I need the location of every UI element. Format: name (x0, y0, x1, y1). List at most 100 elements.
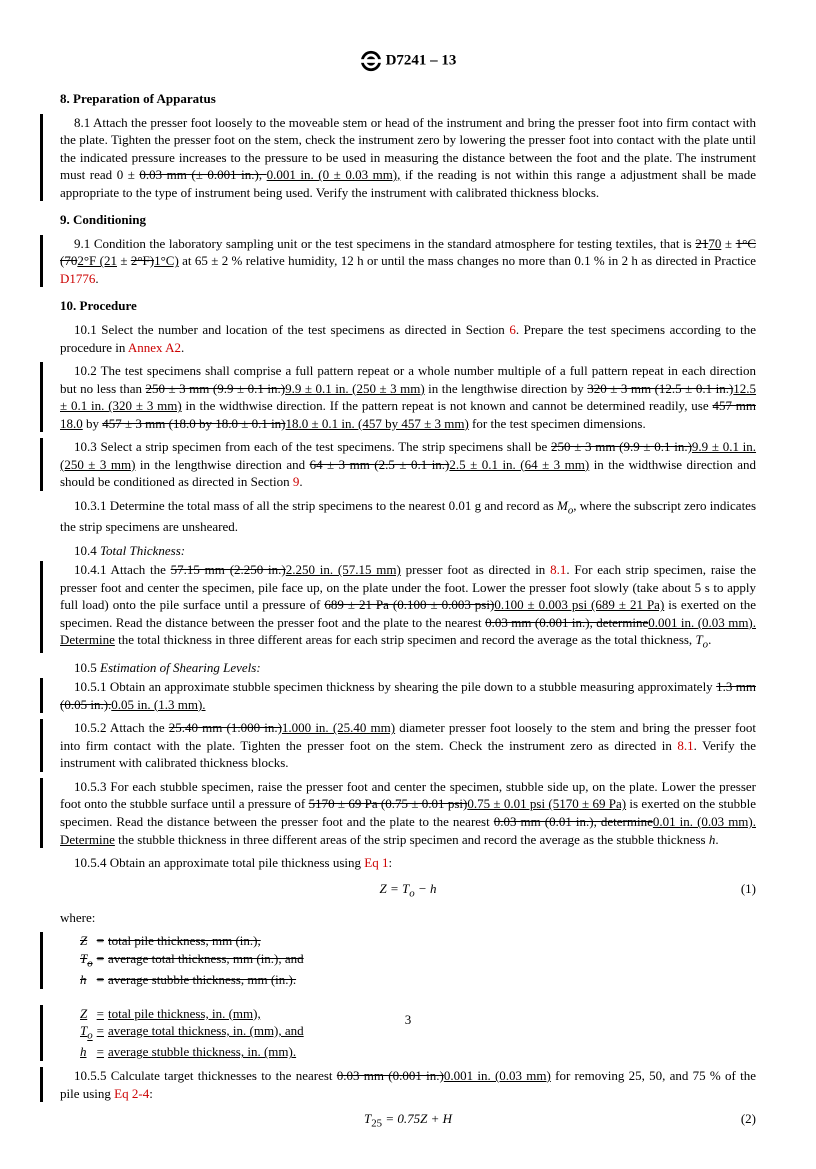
inserted-text: 2°F (21 (77, 253, 117, 268)
reference-link[interactable]: 8.1 (550, 562, 566, 577)
inserted-text: 0.001 in. (0.03 mm) (444, 1068, 551, 1083)
var: h (80, 972, 87, 987)
text: in the lengthwise direction by (425, 381, 588, 396)
text: ± (721, 236, 735, 251)
struck-text: 0.03 mm (0.001 in.), determine (485, 615, 648, 630)
header: D7241 – 13 (60, 50, 756, 72)
reference-link[interactable]: Annex A2 (128, 340, 181, 355)
subscript: 25 (371, 1118, 382, 1130)
eq: = (97, 950, 108, 971)
spacer (60, 993, 756, 1001)
def: average stubble thickness, in. (mm). (108, 1043, 308, 1061)
eq-number: (2) (741, 1110, 756, 1128)
text: in the widthwise direction. If the patte… (182, 398, 713, 413)
eq-text: = 0.75Z + H (382, 1111, 452, 1126)
reference-link[interactable]: Eq 1 (364, 855, 388, 870)
para-10-1: 10.1 Select the number and location of t… (60, 321, 756, 356)
text: at 65 ± 2 % relative humidity, 12 h or u… (179, 253, 756, 268)
where-struck-block: Z=total pile thickness, mm (in.), To=ave… (40, 932, 756, 988)
reference-link[interactable]: D1776 (60, 271, 95, 286)
sub: o (87, 1030, 92, 1042)
text: 10.5.2 Attach the (74, 720, 169, 735)
sub: o (87, 958, 92, 970)
text: : (149, 1086, 153, 1101)
struck-text: 457 mm (712, 398, 756, 413)
text: by (83, 416, 103, 431)
struck-text: 250 ± 3 mm (9.9 ± 0.1 in.) (551, 439, 692, 454)
text: 10.5.1 Obtain an approximate stubble spe… (74, 679, 716, 694)
para-10-4-title: 10.4 Total Thickness: (60, 542, 756, 560)
inserted-text: 9.9 ± 0.1 in. (250 ± 3 mm) (285, 381, 425, 396)
equation-1: Z = To − h (1) (60, 880, 756, 901)
struck-text: 21 (695, 236, 708, 251)
struck-text: 689 ± 21 Pa (0.100 ± 0.003 psi) (324, 597, 494, 612)
variable: M (557, 498, 568, 513)
inserted-text: 1.000 in. (25.40 mm) (282, 720, 395, 735)
text: . (299, 474, 302, 489)
inserted-text: 0.05 in. (1.3 mm). (111, 697, 205, 712)
text: . (181, 340, 184, 355)
inserted-text: 1°C) (154, 253, 179, 268)
struck-text: 320 ± 3 mm (12.5 ± 0.1 in.) (587, 381, 733, 396)
reference-link[interactable]: Eq 2-4 (114, 1086, 149, 1101)
inserted-text: 2.250 in. (57.15 mm) (286, 562, 401, 577)
where-table-struck: Z=total pile thickness, mm (in.), To=ave… (80, 932, 308, 988)
def: average total thickness, mm (in.), and (108, 950, 308, 971)
text: ± (117, 253, 131, 268)
text: for the test specimen dimensions. (469, 416, 646, 431)
inserted-text: 18.0 (60, 416, 83, 431)
inserted-text: 0.001 in. (0 ± 0.03 mm), (267, 167, 401, 182)
def: average stubble thickness, mm (in.). (108, 971, 308, 989)
para-10-5-4: 10.5.4 Obtain an approximate total pile … (60, 854, 756, 872)
text: 9.1 Condition the laboratory sampling un… (74, 236, 695, 251)
struck-text: 457 ± 3 mm (18.0 by 18.0 ± 0.1 in) (102, 416, 285, 431)
astm-logo (360, 50, 382, 72)
def: total pile thickness, mm (in.), (108, 932, 308, 950)
where-row: h=average stubble thickness, mm (in.). (80, 971, 308, 989)
reference-link[interactable]: 8.1 (677, 738, 693, 753)
text: . (708, 632, 711, 647)
text: 10.3.1 Determine the total mass of all t… (74, 498, 557, 513)
eq: = (97, 1043, 108, 1061)
section-8-title: 8. Preparation of Apparatus (60, 90, 756, 108)
where-row: h =average stubble thickness, in. (mm). (80, 1043, 308, 1061)
section-9-title: 9. Conditioning (60, 211, 756, 229)
inserted-text: 70 (708, 236, 721, 251)
text: the total thickness in three different a… (115, 632, 696, 647)
text: 10.5.5 Calculate target thicknesses to t… (74, 1068, 337, 1083)
eq: = (97, 932, 108, 950)
eq-text: Z = T (380, 881, 410, 896)
text: 10.5.4 Obtain an approximate total pile … (74, 855, 364, 870)
inserted-text: 18.0 ± 0.1 in. (457 by 457 ± 3 mm) (286, 416, 469, 431)
inserted-text: 0.75 ± 0.01 psi (5170 ± 69 Pa) (467, 796, 626, 811)
variable: T (695, 632, 702, 647)
eq-number: (1) (741, 880, 756, 898)
italic-title: Total Thickness: (100, 543, 185, 558)
eq-text: − h (415, 881, 437, 896)
para-10-5-2: 10.5.2 Attach the 25.40 mm (1.000 in.)1.… (40, 719, 756, 772)
eq-text: T (364, 1111, 371, 1126)
para-10-5-5: 10.5.5 Calculate target thicknesses to t… (40, 1067, 756, 1102)
page-number: 3 (0, 1012, 816, 1028)
section-10-title: 10. Procedure (60, 297, 756, 315)
para-9-1: 9.1 Condition the laboratory sampling un… (40, 235, 756, 288)
var: Z (80, 933, 87, 948)
italic-title: Estimation of Shearing Levels: (100, 660, 261, 675)
where-label: where: (60, 909, 756, 927)
struck-text: 0.03 mm (0.01 in.), determine (494, 814, 653, 829)
para-10-4-1: 10.4.1 Attach the 57.15 mm (2.250 in.)2.… (40, 561, 756, 652)
text: . (715, 832, 718, 847)
var: h (80, 1044, 87, 1059)
para-10-2: 10.2 The test specimens shall comprise a… (40, 362, 756, 432)
para-10-5-1: 10.5.1 Obtain an approximate stubble spe… (40, 678, 756, 713)
para-10-5-title: 10.5 Estimation of Shearing Levels: (60, 659, 756, 677)
struck-text: 0.03 mm (± 0.001 in.), (139, 167, 266, 182)
struck-text: 250 ± 3 mm (9.9 ± 0.1 in.) (146, 381, 286, 396)
text: : (388, 855, 392, 870)
para-10-3: 10.3 Select a strip specimen from each o… (40, 438, 756, 491)
struck-text: 25.40 mm (1.000 in.) (169, 720, 282, 735)
struck-text: 0.03 mm (0.001 in.) (337, 1068, 444, 1083)
equation-2: T25 = 0.75Z + H (2) (60, 1110, 756, 1131)
struck-text: 57.15 mm (2.250 in.) (171, 562, 286, 577)
text: 10.1 Select the number and location of t… (74, 322, 509, 337)
